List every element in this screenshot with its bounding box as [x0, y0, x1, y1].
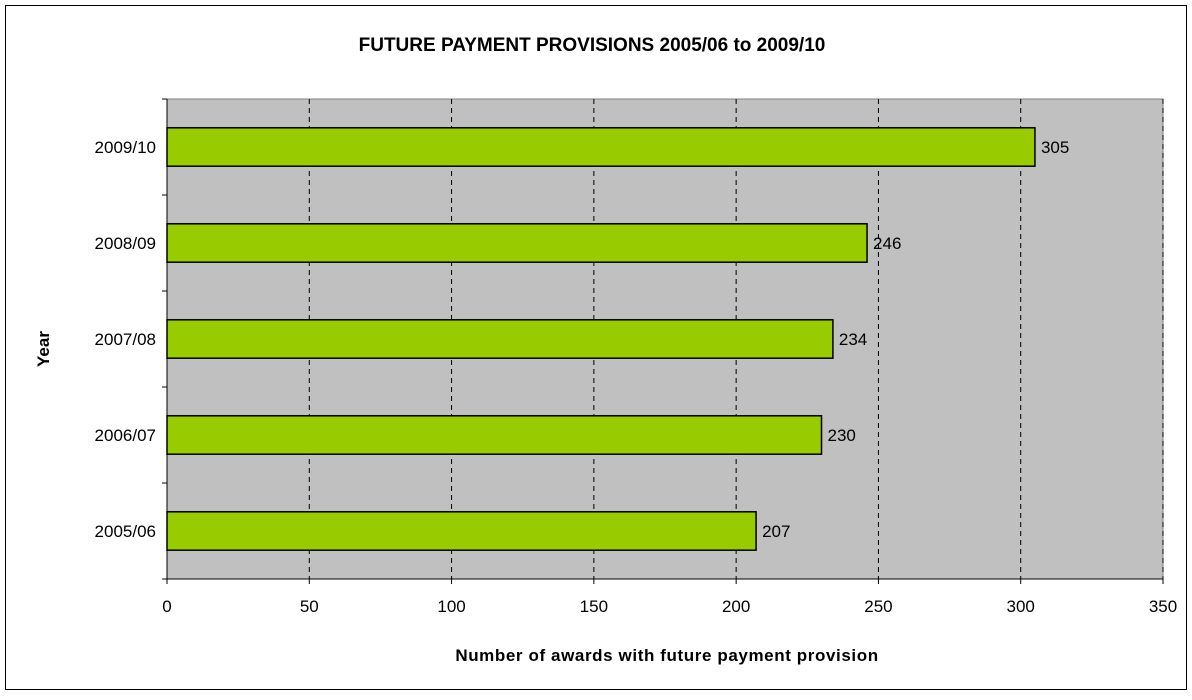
data-label: 246: [873, 234, 901, 253]
gridlines: [308, 99, 1164, 579]
x-tick-label: 150: [580, 597, 608, 616]
data-labels: 207 230 234 246 305: [762, 138, 1069, 541]
x-tick-label: 200: [722, 597, 750, 616]
axes: [162, 98, 1164, 584]
x-tick-label: 0: [162, 597, 171, 616]
x-tick-label: 300: [1007, 597, 1035, 616]
bar-chart: FUTURE PAYMENT PROVISIONS 2005/06 to 200…: [34, 35, 1177, 665]
data-label: 207: [762, 522, 790, 541]
x-tick-labels: 0 50 100 150 200 250 300 350: [162, 597, 1177, 616]
y-tick-label: 2007/08: [95, 330, 156, 349]
bar: [166, 127, 1036, 167]
y-tick-label: 2006/07: [95, 426, 156, 445]
data-label: 305: [1041, 138, 1069, 157]
x-axis-title: Number of awards with future payment pro…: [455, 646, 878, 665]
y-tick-label: 2008/09: [95, 234, 156, 253]
y-tick-label: 2005/06: [95, 522, 156, 541]
bar: [166, 511, 757, 551]
x-tick-label: 50: [300, 597, 319, 616]
bar: [166, 223, 868, 263]
data-label: 234: [839, 330, 867, 349]
y-tick-label: 2009/10: [95, 138, 156, 157]
y-axis-title: Year: [34, 331, 53, 367]
bar: [166, 415, 823, 455]
y-tick-labels: 2005/06 2006/07 2007/08 2008/09 2009/10: [95, 138, 156, 541]
bar: [166, 319, 834, 359]
x-tick-label: 250: [864, 597, 892, 616]
x-tick-label: 100: [437, 597, 465, 616]
chart-title: FUTURE PAYMENT PROVISIONS 2005/06 to 200…: [359, 35, 826, 56]
data-label: 230: [828, 426, 856, 445]
chart-container: FUTURE PAYMENT PROVISIONS 2005/06 to 200…: [5, 5, 1187, 690]
x-tick-label: 350: [1149, 597, 1177, 616]
